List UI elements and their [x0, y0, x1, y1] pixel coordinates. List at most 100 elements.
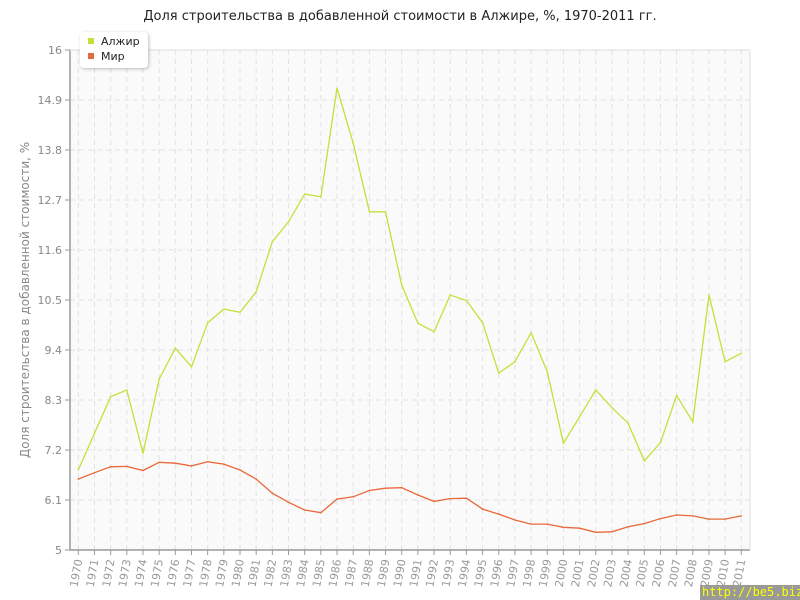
- data-point: [691, 421, 694, 423]
- x-tick-label: 1972: [100, 558, 118, 588]
- x-tick-label: 1988: [359, 558, 377, 588]
- legend-swatch-icon: [88, 53, 94, 59]
- series-line-algeria: [77, 88, 742, 471]
- legend-swatch-icon: [88, 38, 94, 44]
- legend-label: Алжир: [101, 35, 140, 48]
- data-point: [497, 372, 500, 374]
- data-point: [206, 461, 209, 463]
- data-point: [239, 311, 241, 314]
- legend-item-world[interactable]: Мир: [88, 50, 125, 64]
- legend-label: Мир: [101, 50, 125, 63]
- data-point: [158, 378, 160, 380]
- data-point: [77, 469, 80, 471]
- y-tick-label: 11.6: [38, 244, 63, 257]
- x-tick-label: 1982: [262, 558, 280, 588]
- data-point: [465, 497, 468, 499]
- data-point: [400, 284, 403, 286]
- data-point: [384, 487, 387, 489]
- data-point: [417, 322, 419, 324]
- data-point: [546, 523, 549, 525]
- data-point: [659, 517, 662, 520]
- y-tick-label: 10.5: [38, 294, 63, 307]
- x-tick-label: 2011: [731, 558, 749, 588]
- legend-item-algeria[interactable]: Алжир: [88, 35, 140, 49]
- data-point: [287, 501, 290, 504]
- data-point: [627, 422, 629, 424]
- x-tick-label: 2004: [617, 558, 635, 588]
- data-point: [109, 396, 112, 398]
- data-point: [449, 294, 452, 296]
- data-point: [206, 321, 209, 324]
- x-tick-label: 2009: [698, 558, 716, 588]
- data-point: [514, 519, 516, 521]
- watermark[interactable]: http://be5.biz/: [700, 585, 800, 600]
- data-point: [481, 508, 484, 510]
- data-point: [368, 211, 371, 213]
- legend: Алжир Мир: [80, 32, 148, 68]
- x-tick-label: 1999: [537, 558, 555, 588]
- x-tick-label: 1987: [342, 558, 360, 588]
- y-tick-label: 5: [55, 544, 62, 557]
- data-point: [562, 442, 565, 444]
- x-tick-label: 2002: [585, 558, 603, 588]
- data-point: [562, 526, 565, 529]
- data-point: [578, 416, 581, 418]
- x-tick-label: 1995: [472, 558, 490, 588]
- x-tick-label: 1997: [504, 558, 522, 588]
- data-point: [675, 514, 678, 516]
- data-point: [352, 496, 355, 498]
- y-tick-label: 7.2: [45, 444, 63, 457]
- x-tick-label: 2007: [666, 558, 684, 588]
- data-point: [578, 527, 581, 529]
- x-tick-label: 1992: [423, 558, 441, 588]
- x-tick-label: 1990: [391, 558, 409, 588]
- x-tick-label: 2006: [650, 558, 668, 588]
- x-tick-label: 2003: [601, 558, 619, 588]
- x-tick-label: 1978: [197, 558, 215, 588]
- x-tick-label: 2000: [553, 558, 571, 588]
- x-tick-label: 1977: [181, 558, 199, 588]
- data-point: [497, 513, 500, 515]
- data-point: [190, 366, 193, 368]
- data-point: [239, 469, 241, 471]
- data-point: [514, 361, 516, 363]
- data-point: [675, 394, 678, 397]
- data-point: [320, 511, 322, 514]
- data-point: [691, 515, 694, 517]
- x-tick-label: 1984: [294, 558, 312, 588]
- data-point: [724, 361, 726, 363]
- x-tick-label: 1981: [245, 558, 263, 588]
- data-point: [530, 331, 532, 334]
- data-point: [255, 478, 257, 480]
- y-tick-label: 14.9: [38, 94, 63, 107]
- data-point: [271, 492, 274, 494]
- x-tick-label: 1986: [326, 558, 344, 588]
- x-tick-label: 1970: [68, 558, 86, 588]
- data-point: [223, 308, 225, 310]
- x-tick-label: 2008: [682, 558, 700, 588]
- y-tick-label: 13.8: [38, 144, 63, 157]
- data-point: [303, 193, 306, 195]
- x-tick-label: 1989: [375, 558, 393, 588]
- x-tick-label: 1994: [456, 558, 474, 588]
- data-point: [465, 299, 468, 302]
- data-point: [174, 462, 177, 464]
- x-tick-label: 1993: [440, 558, 458, 588]
- series-line-world: [78, 461, 742, 533]
- x-tick-label: 1971: [84, 558, 102, 588]
- y-tick-label: 16: [48, 44, 62, 57]
- data-point: [158, 461, 160, 464]
- x-tick-label: 2001: [569, 558, 587, 588]
- data-point: [627, 526, 629, 528]
- data-point: [433, 500, 435, 503]
- data-point: [643, 460, 646, 462]
- data-point: [659, 441, 662, 444]
- data-point: [352, 142, 355, 144]
- data-point: [611, 406, 613, 409]
- x-tick-label: 1985: [310, 558, 328, 588]
- x-tick-label: 1991: [407, 558, 425, 588]
- data-point: [126, 389, 128, 391]
- x-tick-label: 1983: [278, 558, 296, 588]
- x-tick-label: 1980: [229, 558, 247, 588]
- chart-title: Доля строительства в добавленной стоимос…: [143, 9, 657, 24]
